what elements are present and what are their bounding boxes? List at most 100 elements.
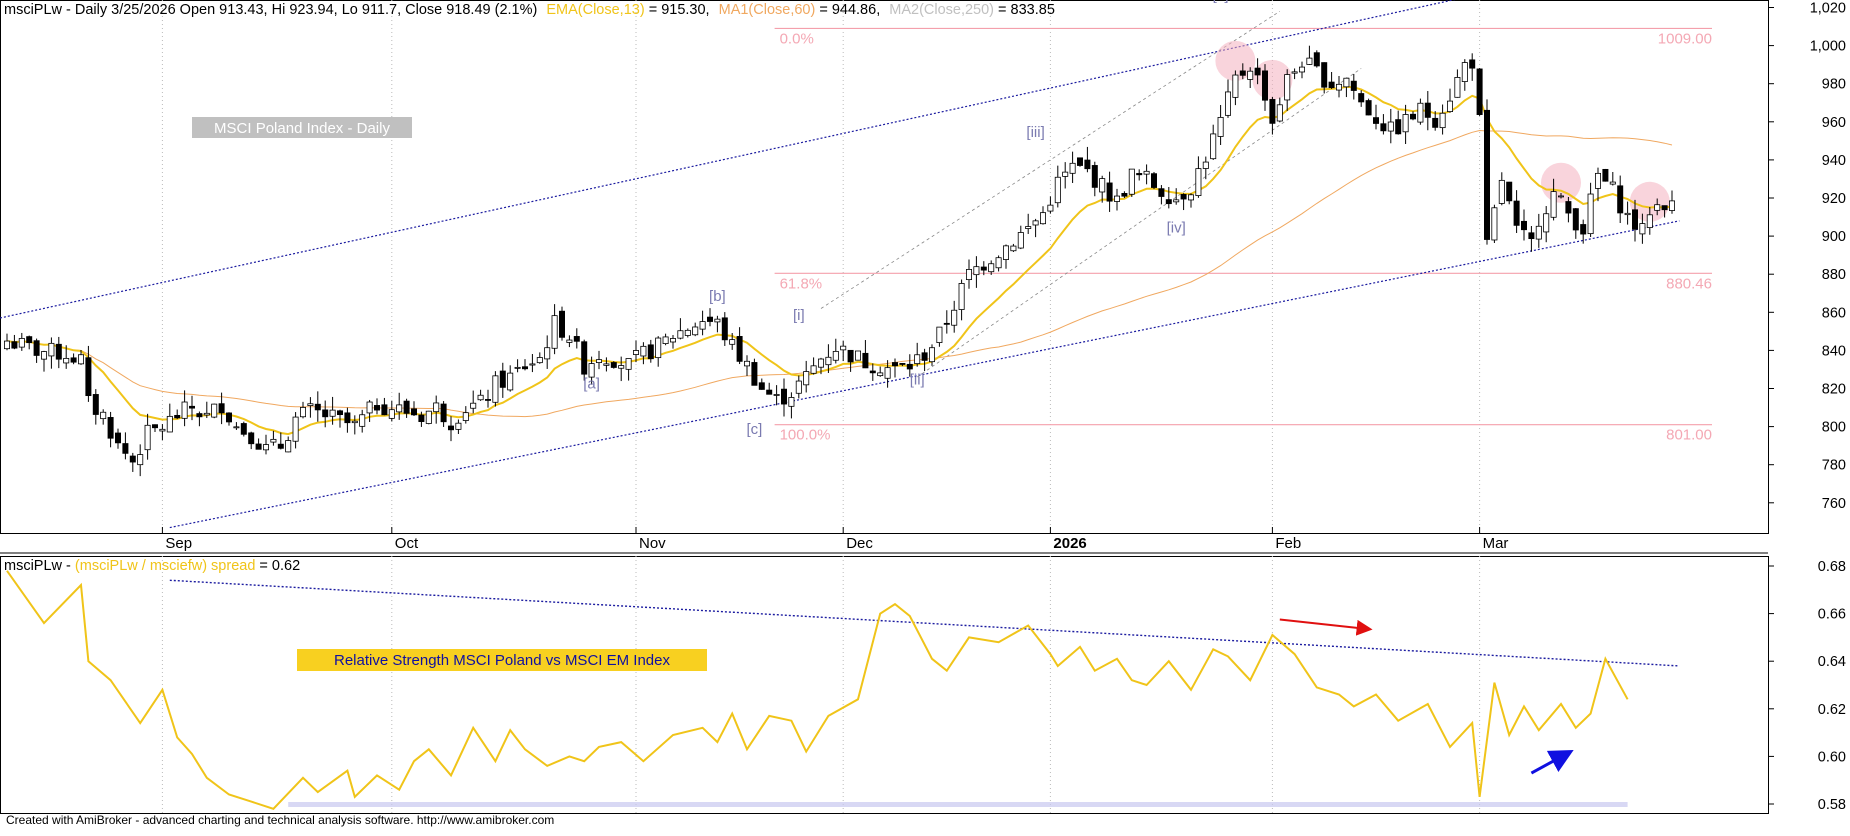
fib-percent-label: 0.0% — [780, 30, 814, 47]
impulse-channel-top — [820, 10, 1281, 309]
wave-label: [iv] — [1167, 219, 1186, 236]
candle-body — [573, 336, 580, 342]
candle-body — [1003, 245, 1010, 260]
candle-body — [707, 316, 714, 322]
header-ema-value: = 915.30, — [649, 2, 710, 18]
candle-body — [484, 399, 491, 401]
candle-body — [647, 344, 654, 360]
title-box-label: MSCI Poland Index - Daily — [214, 120, 390, 137]
candle-body — [1395, 119, 1402, 135]
candle-body — [1195, 168, 1202, 196]
candle-body — [1380, 123, 1387, 132]
spread-panel-frame — [0, 556, 1769, 814]
candle-body — [225, 412, 232, 423]
candle-body — [344, 412, 351, 424]
candle-body — [1373, 117, 1380, 124]
candle-body — [1646, 214, 1653, 229]
candle-body — [973, 266, 980, 276]
candles — [4, 45, 1676, 477]
candle-body — [1432, 117, 1439, 128]
candle-body — [174, 414, 181, 419]
spread-ytick-label: 0.64 — [1818, 654, 1846, 670]
candle-body — [447, 425, 454, 431]
candle-body — [322, 409, 329, 418]
candle-body — [425, 410, 432, 424]
candle-body — [18, 338, 25, 348]
candle-body — [1513, 200, 1520, 226]
candle-body — [1239, 70, 1246, 76]
candle-body — [1498, 179, 1505, 204]
price-ytick-label: 920 — [1822, 191, 1846, 207]
candle-body — [1313, 52, 1320, 67]
candle-body — [314, 403, 321, 411]
candle-body — [869, 370, 876, 374]
candle-body — [1336, 83, 1343, 91]
spread-header-prefix: msciPLw - — [4, 558, 75, 574]
candle-body — [1128, 168, 1135, 195]
title-box — [192, 117, 412, 138]
candle-body — [78, 354, 85, 365]
candle-body — [855, 350, 862, 361]
wave-label: [i] — [793, 307, 805, 324]
candle-body — [403, 400, 410, 414]
candle-body — [721, 317, 728, 341]
candle-body — [766, 389, 773, 395]
candle-body — [1106, 182, 1113, 202]
candle-body — [366, 401, 373, 414]
candle-body — [410, 408, 417, 416]
candle-body — [1010, 245, 1017, 252]
price-ytick-label: 820 — [1822, 382, 1846, 398]
spread-ytick-label: 0.66 — [1818, 607, 1846, 623]
red-arrow — [1279, 618, 1373, 636]
candle-body — [1365, 100, 1372, 116]
candle-body — [1461, 62, 1468, 82]
candle-body — [26, 336, 33, 344]
candle-body — [936, 326, 943, 343]
candle-body — [1661, 205, 1668, 211]
candle-body — [462, 412, 469, 421]
candle-body — [1040, 212, 1047, 225]
candle-body — [980, 266, 987, 271]
spread-line — [6, 570, 1629, 810]
candle-body — [1047, 204, 1054, 212]
price-ytick-label: 960 — [1822, 115, 1846, 131]
candle-body — [159, 428, 166, 432]
spread-ytick-label: 0.58 — [1818, 797, 1846, 813]
candle-body — [899, 363, 906, 365]
price-ytick-label: 760 — [1822, 496, 1846, 512]
wave-label: [b] — [709, 288, 726, 305]
candle-body — [1587, 193, 1594, 235]
price-panel-frame — [0, 0, 1769, 534]
candle-body — [240, 423, 247, 435]
candle-body — [1595, 172, 1602, 189]
candle-body — [492, 375, 499, 403]
candle-body — [433, 402, 440, 413]
wave-label: [ii] — [910, 372, 925, 389]
price-ytick-label: 800 — [1822, 420, 1846, 436]
candle-body — [151, 424, 158, 429]
candle-body — [255, 443, 262, 450]
candle-body — [655, 337, 662, 359]
candle-body — [536, 357, 543, 364]
candle-body — [751, 362, 758, 386]
candle-body — [1491, 207, 1498, 241]
candle-body — [1025, 226, 1032, 229]
price-ytick-label: 1,020 — [1810, 1, 1846, 17]
candle-body — [1173, 199, 1180, 203]
month-label: Nov — [639, 535, 666, 552]
candle-body — [1454, 77, 1461, 98]
candle-body — [1121, 192, 1128, 197]
candle-body — [862, 352, 869, 369]
candle-body — [48, 342, 55, 357]
candle-body — [699, 321, 706, 330]
candle-body — [729, 339, 736, 345]
candle-body — [1217, 116, 1224, 137]
candle-body — [1535, 225, 1542, 240]
fib-percent-label: 61.8% — [780, 275, 823, 292]
candle-body — [381, 404, 388, 416]
month-label: 2026 — [1053, 535, 1086, 552]
candle-body — [1077, 157, 1084, 166]
month-label: Dec — [846, 535, 873, 552]
